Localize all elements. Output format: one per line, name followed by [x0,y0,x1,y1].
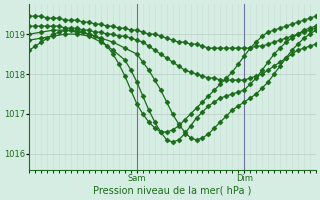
X-axis label: Pression niveau de la mer( hPa ): Pression niveau de la mer( hPa ) [93,186,252,196]
